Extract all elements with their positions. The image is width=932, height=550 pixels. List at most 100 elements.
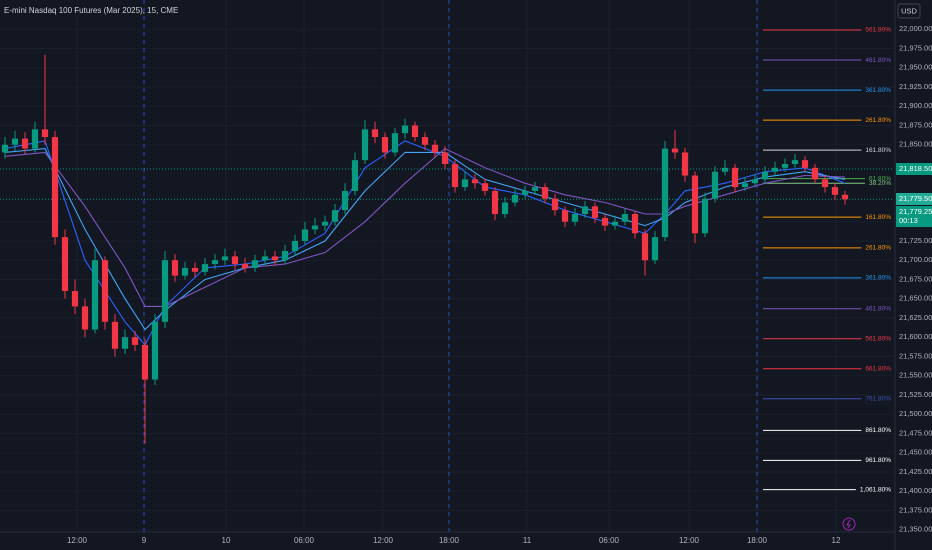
candle-body — [621, 214, 629, 222]
candle-body — [761, 171, 769, 180]
axes: 21,350.00 21,375.00 21,400.00 21,425.00 21,4… — [67, 24, 932, 545]
candle-body — [541, 187, 549, 199]
fib-label: 861.80% — [865, 427, 891, 434]
x-tick-label: 12:00 — [373, 536, 394, 545]
candle-body — [701, 198, 709, 234]
y-tick-label: 21,625.00 — [899, 313, 932, 322]
candle-body — [121, 337, 129, 349]
candle-body — [491, 190, 499, 215]
candle-body — [471, 179, 479, 184]
price-tag-label: 21,818.50 — [899, 164, 932, 173]
candle-body — [501, 202, 509, 215]
fib-label: 261.80% — [865, 117, 891, 124]
candle-body — [571, 214, 579, 222]
fib-label: 361.80% — [865, 275, 891, 282]
candle-body — [531, 187, 539, 191]
candle-body — [601, 217, 609, 226]
candle-body — [341, 190, 349, 211]
candle-body — [831, 187, 839, 195]
price-tag — [896, 193, 932, 206]
plot: 561.80% 461.80% 361.80% 261.80% 161.80% 61.80… — [0, 27, 893, 493]
y-tick-label: 21,700.00 — [899, 255, 932, 264]
y-tick-label: 21,975.00 — [899, 43, 932, 52]
candle-body — [271, 256, 279, 261]
candle-body — [781, 163, 789, 168]
x-tick-label: 10 — [222, 536, 231, 545]
countdown-label: 00:13 — [899, 216, 918, 225]
candle-body — [141, 344, 149, 380]
y-tick-label: 21,725.00 — [899, 236, 932, 245]
fib-label: 661.80% — [865, 366, 891, 373]
candle-body — [131, 337, 139, 345]
candle-body — [71, 291, 79, 307]
fib-label: 361.80% — [865, 87, 891, 94]
candle-body — [481, 183, 489, 191]
price-tag — [896, 162, 932, 175]
price-tag-label: 21,779.50 — [899, 194, 932, 203]
candle-body — [391, 133, 399, 153]
fib-label: 761.80% — [865, 396, 891, 403]
alert-icon[interactable] — [842, 517, 856, 531]
chart-title: E-mini Nasdaq 100 Futures (Mar 2025), 15… — [4, 6, 178, 15]
candle-body — [351, 160, 359, 191]
candle-body — [441, 152, 449, 164]
moving-average — [4, 147, 846, 307]
y-tick-label: 21,350.00 — [899, 525, 932, 534]
candle-body — [111, 321, 119, 349]
candle-body — [411, 125, 419, 138]
x-tick-label: 06:00 — [599, 536, 620, 545]
candle-body — [151, 321, 159, 380]
candle-body — [311, 225, 319, 230]
fib-label: 961.80% — [865, 457, 891, 464]
candle-body — [381, 137, 389, 153]
candle-body — [291, 240, 299, 251]
y-tick-label: 21,525.00 — [899, 390, 932, 399]
candle-body — [651, 237, 659, 261]
fib-label: 261.80% — [865, 245, 891, 252]
candle-body — [791, 160, 799, 164]
candle-body — [451, 163, 459, 188]
candle-body — [661, 148, 669, 238]
alert-bolt[interactable] — [846, 519, 851, 529]
currency-label[interactable]: USD — [901, 6, 917, 15]
x-tick-label: 06:00 — [294, 536, 315, 545]
candle-body — [181, 267, 189, 276]
currency-button[interactable] — [897, 3, 921, 19]
fib-label: 461.80% — [865, 57, 891, 64]
candle-body — [331, 210, 339, 222]
price-tag-label: 21,779.25 — [899, 207, 932, 216]
y-tick-label: 21,925.00 — [899, 82, 932, 91]
candle-body — [681, 152, 689, 176]
x-tick-label: 9 — [142, 536, 147, 545]
candle-body — [551, 198, 559, 211]
candle-body — [211, 260, 219, 265]
candle-body — [31, 129, 39, 149]
y-tick-label: 22,000.00 — [899, 24, 932, 33]
candle-body — [241, 264, 249, 268]
candle-body — [41, 129, 49, 138]
y-tick-label: 21,550.00 — [899, 371, 932, 380]
candle-body — [231, 256, 239, 265]
y-tick-label: 21,475.00 — [899, 428, 932, 437]
candle-body — [101, 260, 109, 322]
x-tick-label: 11 — [523, 536, 532, 545]
fib-label: 1,061.80% — [860, 486, 891, 493]
candle-body — [631, 214, 639, 234]
y-tick-label: 21,375.00 — [899, 505, 932, 514]
x-tick-label: 12:00 — [67, 536, 88, 545]
price-tag — [896, 206, 932, 228]
moving-average — [4, 148, 846, 331]
candle-body — [741, 183, 749, 188]
candle-body — [721, 167, 729, 172]
candle-body — [401, 125, 409, 134]
fib-label: 161.80% — [865, 147, 891, 154]
x-tick-label: 18:00 — [747, 536, 768, 545]
candle-body — [641, 233, 649, 261]
grid — [143, 0, 758, 532]
candle-body — [91, 260, 99, 330]
candle-body — [691, 175, 699, 234]
y-tick-label: 21,950.00 — [899, 63, 932, 72]
candle-body — [201, 264, 209, 272]
